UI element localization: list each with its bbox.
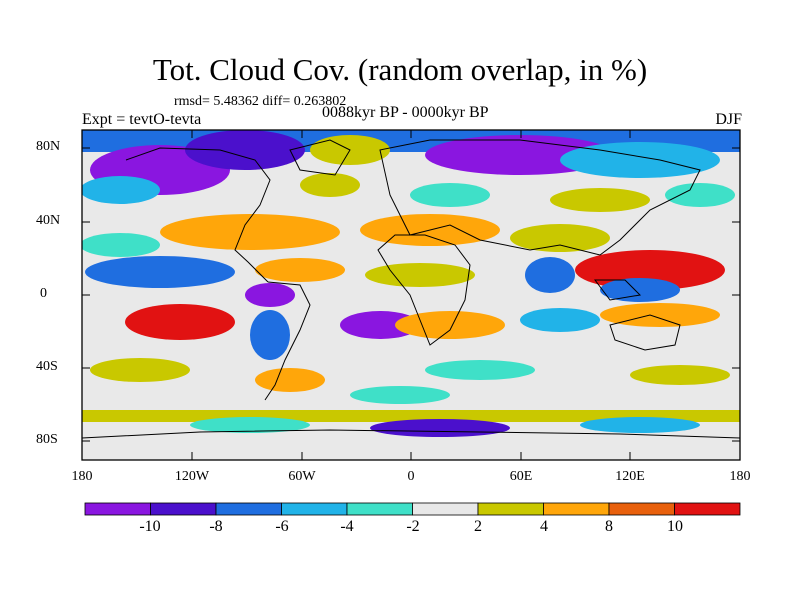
field-patch — [160, 214, 340, 250]
field-patch — [425, 360, 535, 380]
field-patch — [665, 183, 735, 207]
rmsd-diff-stat: rmsd= 5.48362 diff= 0.263802 — [174, 94, 347, 109]
field-patch — [395, 311, 505, 339]
colorbar-swatch — [215, 502, 282, 516]
lat-tick-label: 40N — [36, 213, 61, 228]
lon-tick-label: 60E — [509, 469, 533, 484]
lon-tick-label: 0 — [407, 469, 415, 484]
colorbar-swatch — [477, 502, 544, 516]
lon-tick-label: 60W — [288, 469, 316, 484]
colorbar-swatch — [543, 502, 610, 516]
field-patch — [630, 365, 730, 385]
experiment-label: Expt = tevtO-tevta — [82, 111, 202, 128]
field-patch — [250, 310, 290, 360]
colorbar-swatch — [674, 502, 741, 516]
field-patch — [370, 419, 510, 437]
colorbar-label: -4 — [340, 518, 354, 535]
lon-tick-label: 180 — [71, 469, 93, 484]
colorbar-label: -2 — [406, 518, 420, 535]
colorbar-swatch — [281, 502, 348, 516]
field-patch — [410, 183, 490, 207]
field-patch — [510, 224, 610, 252]
colorbar-swatch — [412, 502, 479, 516]
field-patch — [550, 188, 650, 212]
field-patch — [600, 303, 720, 327]
lon-tick-label: 180 — [729, 469, 751, 484]
field-patch — [190, 417, 310, 433]
colorbar-label: 8 — [605, 518, 613, 535]
lat-tick-label: 80S — [36, 432, 58, 447]
colorbar-swatch — [84, 502, 151, 516]
field-patch — [245, 283, 295, 307]
field-patch — [255, 368, 325, 392]
field-patch — [560, 142, 720, 178]
field-patch — [82, 233, 160, 257]
colorbar-swatch — [346, 502, 413, 516]
field-patch — [90, 358, 190, 382]
colorbar-label: -8 — [209, 518, 223, 535]
field-patch — [520, 308, 600, 332]
field-patch — [350, 386, 450, 404]
colorbar — [84, 502, 741, 516]
lat-tick-label: 0 — [40, 286, 47, 301]
field-patch — [365, 263, 475, 287]
coastlines — [82, 139, 740, 439]
tick-marks — [82, 130, 740, 460]
colorbar-label: -10 — [139, 518, 161, 535]
colorbar-swatch — [150, 502, 217, 516]
colorbar-label: 10 — [667, 518, 683, 535]
lon-tick-label: 120E — [615, 469, 645, 484]
field-patch — [125, 304, 235, 340]
field-patch — [300, 173, 360, 197]
field-patch — [340, 311, 420, 339]
colorbar-label: 4 — [540, 518, 548, 535]
colorbar-swatch — [608, 502, 675, 516]
field-patch — [600, 278, 680, 302]
colorbar-label: -6 — [275, 518, 289, 535]
field-patch — [185, 130, 305, 170]
lat-tick-label: 80N — [36, 139, 61, 154]
map-title: Tot. Cloud Cov. (random overlap, in %) — [152, 52, 648, 87]
season-label: DJF — [715, 111, 742, 128]
field-patch — [580, 417, 700, 433]
field-patch — [525, 257, 575, 293]
cloud-cover-anomaly-field — [82, 130, 740, 460]
lon-tick-label: 120W — [174, 469, 210, 484]
field-patch — [255, 258, 345, 282]
lat-tick-label: 40S — [36, 359, 58, 374]
field-patch — [82, 176, 160, 204]
period-label: 0088kyr BP - 0000kyr BP — [322, 104, 489, 121]
colorbar-label: 2 — [474, 518, 482, 535]
field-patch — [82, 440, 740, 460]
field-patch — [85, 256, 235, 288]
